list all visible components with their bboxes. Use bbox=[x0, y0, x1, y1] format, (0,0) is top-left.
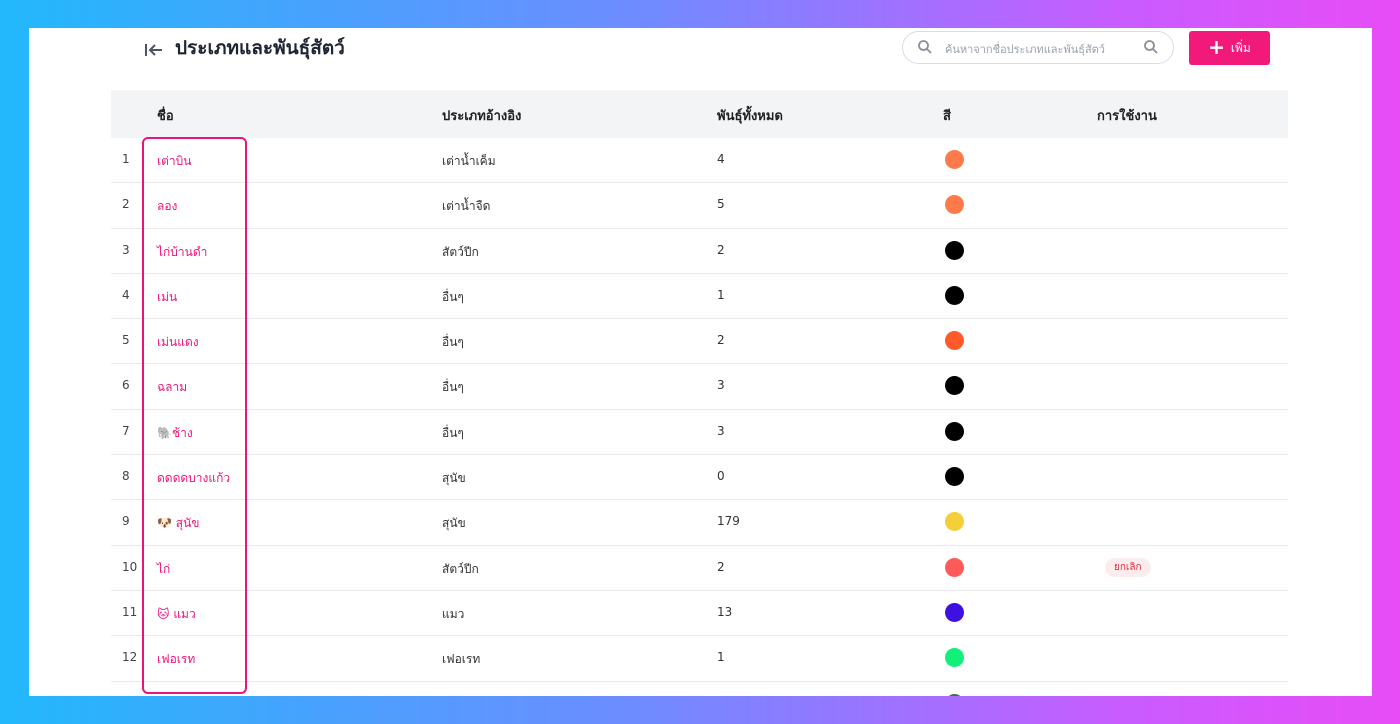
breed-count: 2 bbox=[717, 242, 725, 257]
breed-count: 3 bbox=[717, 378, 725, 393]
breed-name-link[interactable]: ลอง bbox=[157, 199, 178, 214]
col-color-header: สี bbox=[943, 109, 951, 124]
ref-type: สุนัข bbox=[442, 471, 466, 486]
ref-type: อื่นๆ bbox=[442, 335, 464, 350]
page-title: ประเภทและพันธุ์สัตว์ bbox=[175, 37, 345, 59]
table-row[interactable]: 6 ฉลาม อื่นๆ 3 bbox=[111, 364, 1288, 410]
color-swatch bbox=[945, 648, 964, 668]
row-index: 4 bbox=[122, 287, 130, 302]
table-row[interactable]: 3 ไก่บ้านดำ สัตว์ปีก 2 bbox=[111, 229, 1288, 274]
ref-type: สัตว์ปีก bbox=[442, 244, 479, 259]
breed-name-link[interactable]: ไก่บ้านดำ bbox=[157, 244, 208, 259]
table-row[interactable]: 10 ไก่ สัตว์ปีก 2 ยกเลิก bbox=[111, 546, 1288, 591]
col-total-breeds-header: พันธุ์ทั้งหมด bbox=[717, 109, 783, 124]
breed-count: 1 bbox=[717, 650, 725, 665]
ref-type: อื่นๆ bbox=[442, 380, 464, 395]
row-index: 8 bbox=[122, 469, 130, 484]
ref-type: เต่าน้ำจืด bbox=[442, 199, 491, 214]
color-swatch bbox=[945, 602, 964, 622]
table-row[interactable]: 7 🐘ช้าง อื่นๆ 3 bbox=[111, 410, 1288, 456]
ref-type: เต่าน้ำเค็ม bbox=[442, 154, 496, 168]
ref-type: อื่นๆ bbox=[442, 289, 464, 304]
app-window: ประเภทและพันธุ์สัตว์ + เพิ่ม ชื่อ ประเภท… bbox=[29, 28, 1372, 696]
row-index: 10 bbox=[122, 559, 138, 574]
color-swatch bbox=[945, 693, 964, 696]
search-box[interactable] bbox=[902, 31, 1174, 64]
breed-count: 2 bbox=[717, 559, 725, 574]
table-row[interactable]: 4 เม่น อื่นๆ 1 bbox=[111, 274, 1288, 320]
row-index: 7 bbox=[122, 423, 130, 438]
search-input[interactable] bbox=[943, 37, 1137, 61]
breed-count: 4 bbox=[717, 152, 725, 166]
color-swatch bbox=[945, 376, 964, 396]
breed-name-link[interactable]: 🐘ช้าง bbox=[157, 425, 193, 440]
back-button[interactable] bbox=[142, 38, 166, 62]
breed-name-link[interactable]: 🐶 สุนัข bbox=[157, 516, 200, 531]
add-button-label: เพิ่ม bbox=[1230, 40, 1251, 55]
search-icon bbox=[918, 40, 932, 54]
col-ref-type-header: ประเภทอ้างอิง bbox=[442, 109, 522, 124]
breed-name-link[interactable]: ดดดดบางแก้ว bbox=[157, 471, 231, 486]
row-index: 3 bbox=[122, 242, 130, 257]
breed-name-link[interactable]: เม่น bbox=[157, 289, 178, 304]
color-swatch bbox=[945, 331, 964, 351]
breed-count: 2 bbox=[717, 333, 725, 348]
row-index: 9 bbox=[122, 514, 130, 529]
row-index: 5 bbox=[122, 333, 130, 348]
breed-name-link[interactable]: ไก่ bbox=[157, 561, 171, 576]
ref-type: สัตว์ปีก bbox=[442, 561, 479, 576]
table-row[interactable]: 8 ดดดดบางแก้ว สุนัข 0 bbox=[111, 455, 1288, 501]
breed-count: 5 bbox=[717, 197, 725, 212]
color-swatch bbox=[945, 512, 964, 532]
color-swatch bbox=[945, 421, 964, 441]
search-submit-icon[interactable] bbox=[1143, 39, 1159, 55]
row-index: 6 bbox=[122, 378, 130, 393]
row-index: 2 bbox=[122, 197, 130, 212]
row-index: 12 bbox=[122, 650, 138, 665]
table-body: 1 เต่าบิน เต่าน้ำเค็ม 4 2 ลอง เต่าน้ำจืด 5 3 ไก่บ… bbox=[111, 138, 1288, 696]
breed-table: ชื่อ ประเภทอ้างอิง พันธุ์ทั้งหมด สี การใ… bbox=[111, 90, 1288, 696]
collapse-left-icon bbox=[145, 44, 162, 56]
breed-count: 13 bbox=[717, 604, 733, 619]
breed-count: 3 bbox=[717, 423, 725, 438]
color-swatch bbox=[945, 195, 964, 215]
status-badge: ยกเลิก bbox=[1105, 557, 1151, 577]
table-header: ชื่อ ประเภทอ้างอิง พันธุ์ทั้งหมด สี การใ… bbox=[111, 90, 1288, 138]
table-row[interactable]: 5 เม่นแดง อื่นๆ 2 bbox=[111, 319, 1288, 365]
color-swatch bbox=[945, 240, 964, 260]
breed-name-link[interactable]: เฟอเรท bbox=[157, 652, 196, 667]
ref-type: เฟอเรท bbox=[442, 652, 481, 667]
table-row[interactable]: 1 เต่าบิน เต่าน้ำเค็ม 4 bbox=[111, 138, 1288, 184]
plus-icon: + bbox=[1208, 35, 1225, 59]
breed-name-link[interactable]: เม่นแดง bbox=[157, 335, 199, 350]
breed-count: 179 bbox=[717, 514, 740, 529]
color-swatch bbox=[945, 150, 964, 169]
row-index: 1 bbox=[122, 152, 130, 166]
breed-count: 0 bbox=[717, 469, 725, 484]
breed-name-link[interactable]: 🐱 แมว bbox=[157, 606, 196, 621]
table-row[interactable]: 12 เฟอเรท เฟอเรท 1 bbox=[111, 636, 1288, 682]
add-button[interactable]: + เพิ่ม bbox=[1189, 31, 1270, 65]
color-swatch bbox=[945, 557, 964, 577]
table-row[interactable]: 13แพะง1 bbox=[111, 682, 1288, 696]
table-row[interactable]: 2 ลอง เต่าน้ำจืด 5 bbox=[111, 183, 1288, 229]
breed-name-link[interactable]: ฉลาม bbox=[157, 380, 188, 395]
col-usage-header: การใช้งาน bbox=[1097, 109, 1157, 124]
breed-count: 1 bbox=[717, 287, 725, 302]
ref-type: แมว bbox=[442, 606, 465, 621]
table-row[interactable]: 11 🐱 แมว แมว 13 bbox=[111, 591, 1288, 637]
page-header: ประเภทและพันธุ์สัตว์ + เพิ่ม bbox=[29, 28, 1372, 90]
col-name-header: ชื่อ bbox=[157, 109, 174, 124]
table-row[interactable]: 9 🐶 สุนัข สุนัข 179 bbox=[111, 500, 1288, 546]
breed-name-link[interactable]: เต่าบิน bbox=[157, 154, 192, 168]
ref-type: อื่นๆ bbox=[442, 425, 464, 440]
color-swatch bbox=[945, 467, 964, 487]
row-index: 11 bbox=[122, 604, 138, 619]
ref-type: สุนัข bbox=[442, 516, 466, 531]
color-swatch bbox=[945, 285, 964, 305]
